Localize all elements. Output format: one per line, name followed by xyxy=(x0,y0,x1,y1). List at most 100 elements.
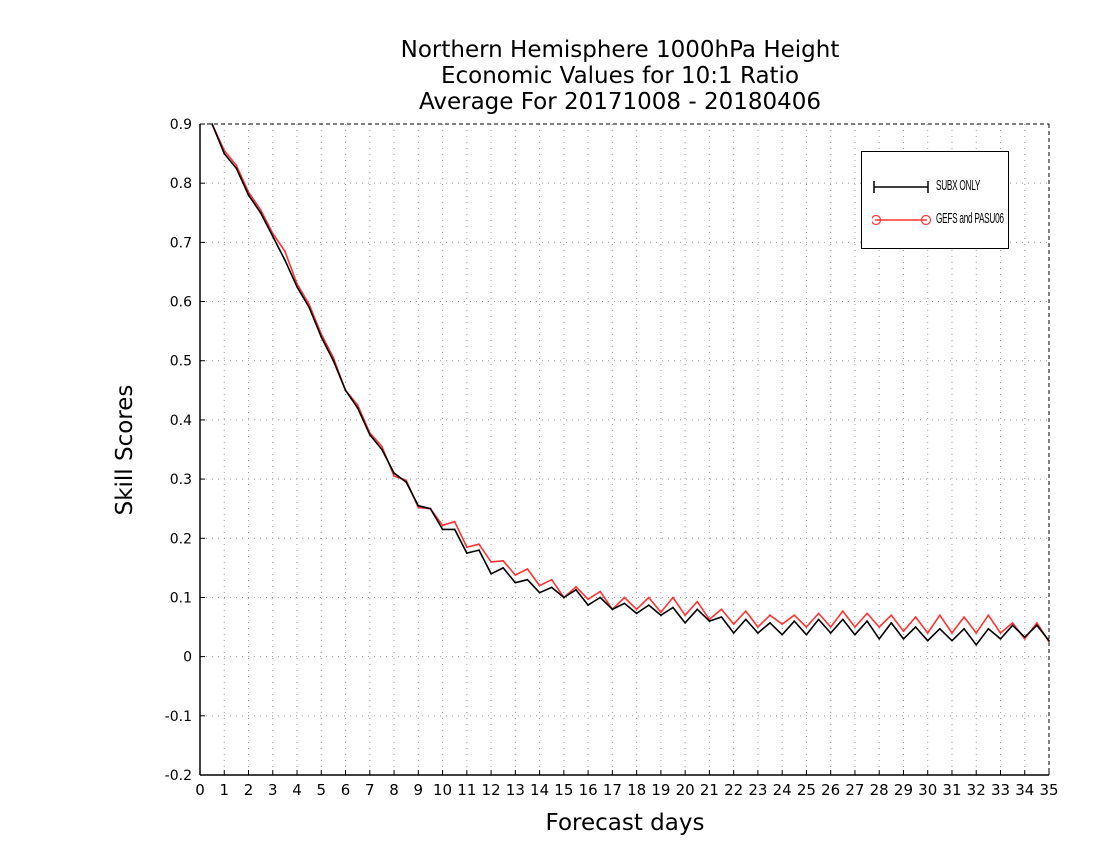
data-point xyxy=(465,552,468,554)
data-point xyxy=(247,194,250,196)
x-tick-label: 25 xyxy=(797,781,816,799)
data-point xyxy=(793,620,796,623)
data-point xyxy=(987,614,990,617)
data-point xyxy=(344,389,347,392)
data-point xyxy=(259,208,262,211)
data-point xyxy=(478,543,480,546)
x-tick-label: 9 xyxy=(414,781,424,799)
data-point xyxy=(635,612,638,615)
x-tick-label: 24 xyxy=(773,781,792,799)
data-point xyxy=(696,608,699,611)
x-tick-label: 28 xyxy=(870,781,889,799)
data-point xyxy=(393,472,395,475)
data-point xyxy=(284,250,286,253)
chart-title-line-3: Average For 20171008 - 20180406 xyxy=(418,89,822,115)
data-point xyxy=(405,481,408,483)
data-point xyxy=(417,506,420,509)
data-point xyxy=(769,614,771,617)
data-point xyxy=(393,475,395,478)
data-point xyxy=(963,627,965,630)
data-point xyxy=(975,632,978,634)
data-point xyxy=(623,596,626,599)
x-tick-label: 35 xyxy=(1039,781,1058,799)
data-point xyxy=(417,504,420,507)
data-point xyxy=(575,588,577,591)
data-point xyxy=(963,616,965,618)
data-point xyxy=(769,622,771,624)
data-point xyxy=(356,407,359,409)
x-tick-label: 33 xyxy=(991,781,1010,799)
data-point xyxy=(866,612,868,615)
data-point xyxy=(854,626,856,628)
data-point xyxy=(526,578,529,581)
data-point xyxy=(817,612,820,615)
data-point xyxy=(1011,624,1014,627)
data-point xyxy=(781,633,784,636)
data-point xyxy=(1011,622,1014,624)
data-point xyxy=(914,626,917,628)
data-point xyxy=(902,630,905,633)
data-point xyxy=(429,507,432,510)
y-tick-label: 0.9 xyxy=(170,117,192,133)
data-point xyxy=(878,637,881,640)
data-point xyxy=(744,610,747,612)
x-tick-label: 27 xyxy=(845,781,864,799)
y-tick-label: 0.3 xyxy=(170,472,192,488)
x-tick-label: 19 xyxy=(651,781,670,799)
data-point xyxy=(999,632,1002,634)
data-point xyxy=(757,626,759,628)
data-point xyxy=(381,445,383,448)
data-point xyxy=(926,639,929,642)
y-tick-label: 0.8 xyxy=(170,176,192,192)
x-tick-label: 11 xyxy=(457,781,476,799)
x-tick-label: 10 xyxy=(433,781,452,799)
x-tick-label: 13 xyxy=(506,781,525,799)
data-point xyxy=(1023,637,1026,640)
data-point xyxy=(696,600,699,603)
data-point xyxy=(514,581,517,584)
data-point xyxy=(829,626,832,628)
data-point xyxy=(453,520,456,523)
data-point xyxy=(490,561,492,563)
x-tick-label: 31 xyxy=(942,781,961,799)
data-point xyxy=(732,632,735,634)
legend: SUBX ONLY GEFS and PASU06 xyxy=(861,151,1009,249)
x-tick-label: 6 xyxy=(341,781,351,799)
y-tick-label: -0.2 xyxy=(165,768,192,784)
data-point xyxy=(453,528,456,531)
data-point xyxy=(405,479,408,482)
data-point xyxy=(805,633,808,636)
data-point xyxy=(659,614,662,617)
data-point xyxy=(890,622,893,624)
data-point xyxy=(538,584,541,587)
x-tick-label: 22 xyxy=(724,781,743,799)
legend-swatch-subx-only xyxy=(873,181,929,193)
x-tick-label: 34 xyxy=(1015,781,1034,799)
legend-item-gefs: GEFS and PASU06 xyxy=(872,210,1008,230)
data-point xyxy=(999,637,1002,640)
legend-label-gefs: GEFS and PASU06 xyxy=(936,210,1004,227)
y-tick-label: 0.6 xyxy=(170,295,192,311)
data-point xyxy=(502,559,505,562)
x-tick-label: 4 xyxy=(292,781,302,799)
data-point xyxy=(441,524,444,527)
data-point xyxy=(684,622,687,624)
data-point xyxy=(526,568,529,570)
data-point xyxy=(1048,639,1050,642)
series-line-0 xyxy=(211,123,1050,646)
data-point xyxy=(284,259,286,262)
data-point xyxy=(332,359,335,362)
data-point xyxy=(441,528,444,531)
data-point xyxy=(235,167,238,170)
data-point xyxy=(659,611,662,614)
data-point xyxy=(987,627,990,630)
data-point xyxy=(1035,622,1038,624)
data-point xyxy=(926,632,929,634)
data-point xyxy=(308,303,311,306)
chart-title-line-2: Economic Values for 10:1 Ratio xyxy=(440,63,800,89)
data-point xyxy=(854,633,856,636)
data-point xyxy=(1023,636,1026,639)
data-point xyxy=(550,578,553,581)
legend-label-subx-only: SUBX ONLY xyxy=(936,177,981,194)
data-point xyxy=(720,616,723,618)
